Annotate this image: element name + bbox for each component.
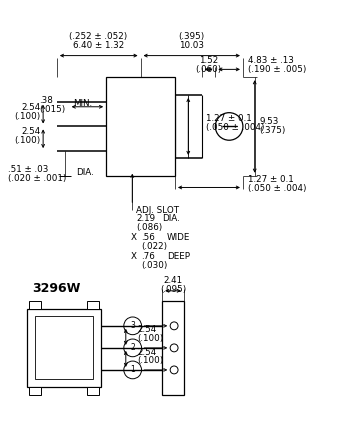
Text: (.020 ± .001): (.020 ± .001) [8,174,66,183]
Text: 2.41: 2.41 [163,276,183,285]
Text: 2.54: 2.54 [138,348,157,356]
Bar [88,301,99,309]
Text: (.030): (.030) [141,261,168,270]
Text: 1.52: 1.52 [199,56,218,65]
Bar [27,309,101,387]
Bar [35,317,93,379]
Text: 4.83 ± .13: 4.83 ± .13 [248,56,294,65]
Text: ADJ. SLOT: ADJ. SLOT [136,206,179,215]
Text: .76: .76 [141,252,155,261]
Text: X: X [130,233,136,242]
Text: (.100): (.100) [14,112,40,121]
Text: 6.40 ± 1.32: 6.40 ± 1.32 [72,41,124,50]
Text: (.252 ± .052): (.252 ± .052) [69,32,127,42]
Text: .38: .38 [39,97,53,105]
Text: DIA.: DIA. [77,168,95,177]
Text: MIN.: MIN. [73,99,92,108]
Text: .56: .56 [141,233,155,242]
Text: 2.54: 2.54 [21,103,40,112]
Text: 1: 1 [130,365,135,375]
Text: 2: 2 [130,343,135,352]
Bar [162,301,184,395]
Text: (.050 ± .004): (.050 ± .004) [206,123,265,132]
Text: 3: 3 [130,321,135,330]
Bar [29,387,41,395]
Bar [88,387,99,395]
Text: (.375): (.375) [260,126,286,135]
Text: DEEP: DEEP [167,252,190,261]
Text: (.100): (.100) [14,136,40,145]
Text: 2.54: 2.54 [21,127,40,136]
Text: 1.27 ± 0.1: 1.27 ± 0.1 [248,175,294,184]
Text: .51 ± .03: .51 ± .03 [8,165,48,174]
Text: (.060): (.060) [195,65,222,74]
Text: DIA.: DIA. [162,214,180,223]
Text: (.190 ± .005): (.190 ± .005) [248,65,306,74]
Bar [29,301,41,309]
Text: 10.03: 10.03 [179,41,204,50]
Text: (.100): (.100) [138,334,164,343]
Text: 9.53: 9.53 [260,117,279,126]
Text: (.095): (.095) [160,285,186,294]
Bar [106,77,175,176]
Text: (.015): (.015) [39,105,65,114]
Text: 2.19: 2.19 [136,214,155,223]
Text: 3296W: 3296W [32,282,81,295]
Text: X: X [130,252,136,261]
Text: WIDE: WIDE [167,233,190,242]
Text: (.086): (.086) [136,223,162,233]
Text: (.022): (.022) [141,242,167,251]
Text: (.050 ± .004): (.050 ± .004) [248,184,306,193]
Text: (.395): (.395) [178,32,205,42]
Text: 1.27 ± 0.1: 1.27 ± 0.1 [206,114,252,123]
Text: 2.54: 2.54 [138,326,157,334]
Text: (.100): (.100) [138,356,164,365]
